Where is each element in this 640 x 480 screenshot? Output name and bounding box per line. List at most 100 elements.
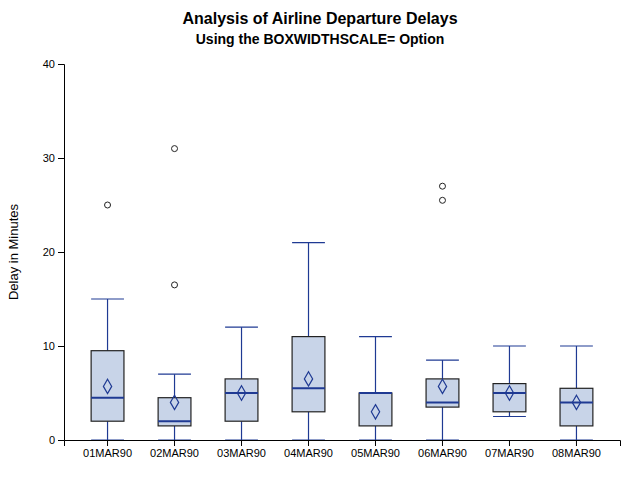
tick-label: 30	[43, 152, 55, 164]
outlier	[439, 183, 445, 189]
median	[158, 420, 191, 422]
tick-mark	[308, 440, 309, 446]
tick-mark	[58, 440, 64, 441]
whisker-cap	[426, 439, 459, 440]
median	[91, 397, 124, 399]
box-group	[91, 202, 124, 440]
tick: 05MAR90	[351, 440, 400, 459]
tick: 04MAR90	[284, 440, 333, 459]
tick-label: 10	[43, 340, 55, 352]
whisker	[576, 426, 577, 440]
box	[359, 393, 392, 426]
median	[225, 392, 258, 394]
mean	[572, 395, 580, 409]
chart: Analysis of Airline Departure Delays Usin…	[0, 0, 640, 480]
tick-mark	[375, 440, 376, 446]
box	[225, 379, 258, 421]
whisker-cap	[292, 242, 325, 243]
tick: 07MAR90	[485, 440, 534, 459]
mean	[505, 386, 513, 400]
outlier	[172, 282, 178, 288]
tick-mark	[58, 252, 64, 253]
tick-label: 05MAR90	[351, 447, 400, 459]
mean	[170, 395, 178, 409]
whisker	[308, 412, 309, 440]
tick-label: 20	[43, 246, 55, 258]
median	[493, 392, 526, 394]
box	[493, 384, 526, 412]
tick-label: 06MAR90	[418, 447, 467, 459]
tick-mark	[107, 440, 108, 446]
whisker-cap	[91, 298, 124, 299]
median	[292, 387, 325, 389]
x-axis: 01MAR90 02MAR90 03MAR90 04MAR90 05MAR90 06MAR…	[65, 440, 621, 459]
box-group	[426, 183, 459, 440]
box	[560, 388, 593, 426]
whisker-cap	[493, 345, 526, 346]
whisker	[308, 243, 309, 337]
whisker	[375, 337, 376, 393]
y-axis-label: Delay in Minutes	[6, 203, 21, 300]
outlier	[439, 197, 445, 203]
tick-label: 03MAR90	[217, 447, 266, 459]
whisker-cap	[225, 439, 258, 440]
whisker	[576, 346, 577, 388]
mean	[237, 386, 245, 400]
whisker	[174, 426, 175, 440]
tick-mark	[576, 440, 577, 446]
box	[426, 379, 459, 407]
axis-line	[58, 65, 65, 441]
whisker	[241, 421, 242, 440]
tick-label: 0	[49, 434, 55, 446]
box-group	[359, 337, 392, 440]
tick-mark	[58, 64, 64, 65]
tick-mark	[58, 158, 64, 159]
tick-mark	[241, 440, 242, 446]
tick: 0	[49, 434, 64, 446]
plot: 0 10 20 30 40 01MAR90 02MAR90 03MAR90 04MAR90 05M…	[43, 58, 621, 459]
box-group	[158, 146, 191, 440]
box-group	[292, 243, 325, 440]
subtitle: Using the BOXWIDTHSCALE= Option	[196, 31, 445, 47]
whisker	[241, 327, 242, 379]
whisker-cap	[158, 374, 191, 375]
whisker	[375, 426, 376, 440]
axis-line	[65, 441, 621, 447]
whisker-cap	[359, 439, 392, 440]
whisker-cap	[560, 439, 593, 440]
whisker-cap	[426, 360, 459, 361]
tick-label: 07MAR90	[485, 447, 534, 459]
box-group	[560, 346, 593, 440]
tick: 06MAR90	[418, 440, 467, 459]
outlier	[172, 146, 178, 152]
whisker-cap	[225, 327, 258, 328]
boxes	[91, 146, 593, 440]
box-group	[225, 327, 258, 440]
whisker-cap	[91, 439, 124, 440]
box	[91, 351, 124, 422]
tick: 03MAR90	[217, 440, 266, 459]
whisker	[509, 412, 510, 417]
tick-mark	[174, 440, 175, 446]
median	[359, 392, 392, 394]
tick-mark	[442, 440, 443, 446]
title: Analysis of Airline Departure Delays	[182, 10, 457, 27]
whisker-cap	[292, 439, 325, 440]
tick: 20	[43, 246, 64, 258]
tick-label: 01MAR90	[83, 447, 132, 459]
whisker	[107, 421, 108, 440]
tick: 40	[43, 58, 64, 70]
whisker	[509, 346, 510, 384]
tick-label: 04MAR90	[284, 447, 333, 459]
whisker-cap	[158, 439, 191, 440]
tick-label: 02MAR90	[150, 447, 199, 459]
whisker	[442, 407, 443, 440]
mean	[304, 372, 312, 386]
tick: 10	[43, 340, 64, 352]
tick-label: 08MAR90	[552, 447, 601, 459]
whisker-cap	[560, 345, 593, 346]
median	[426, 401, 459, 403]
tick-label: 40	[43, 58, 55, 70]
tick: 01MAR90	[83, 440, 132, 459]
mean	[438, 379, 446, 393]
